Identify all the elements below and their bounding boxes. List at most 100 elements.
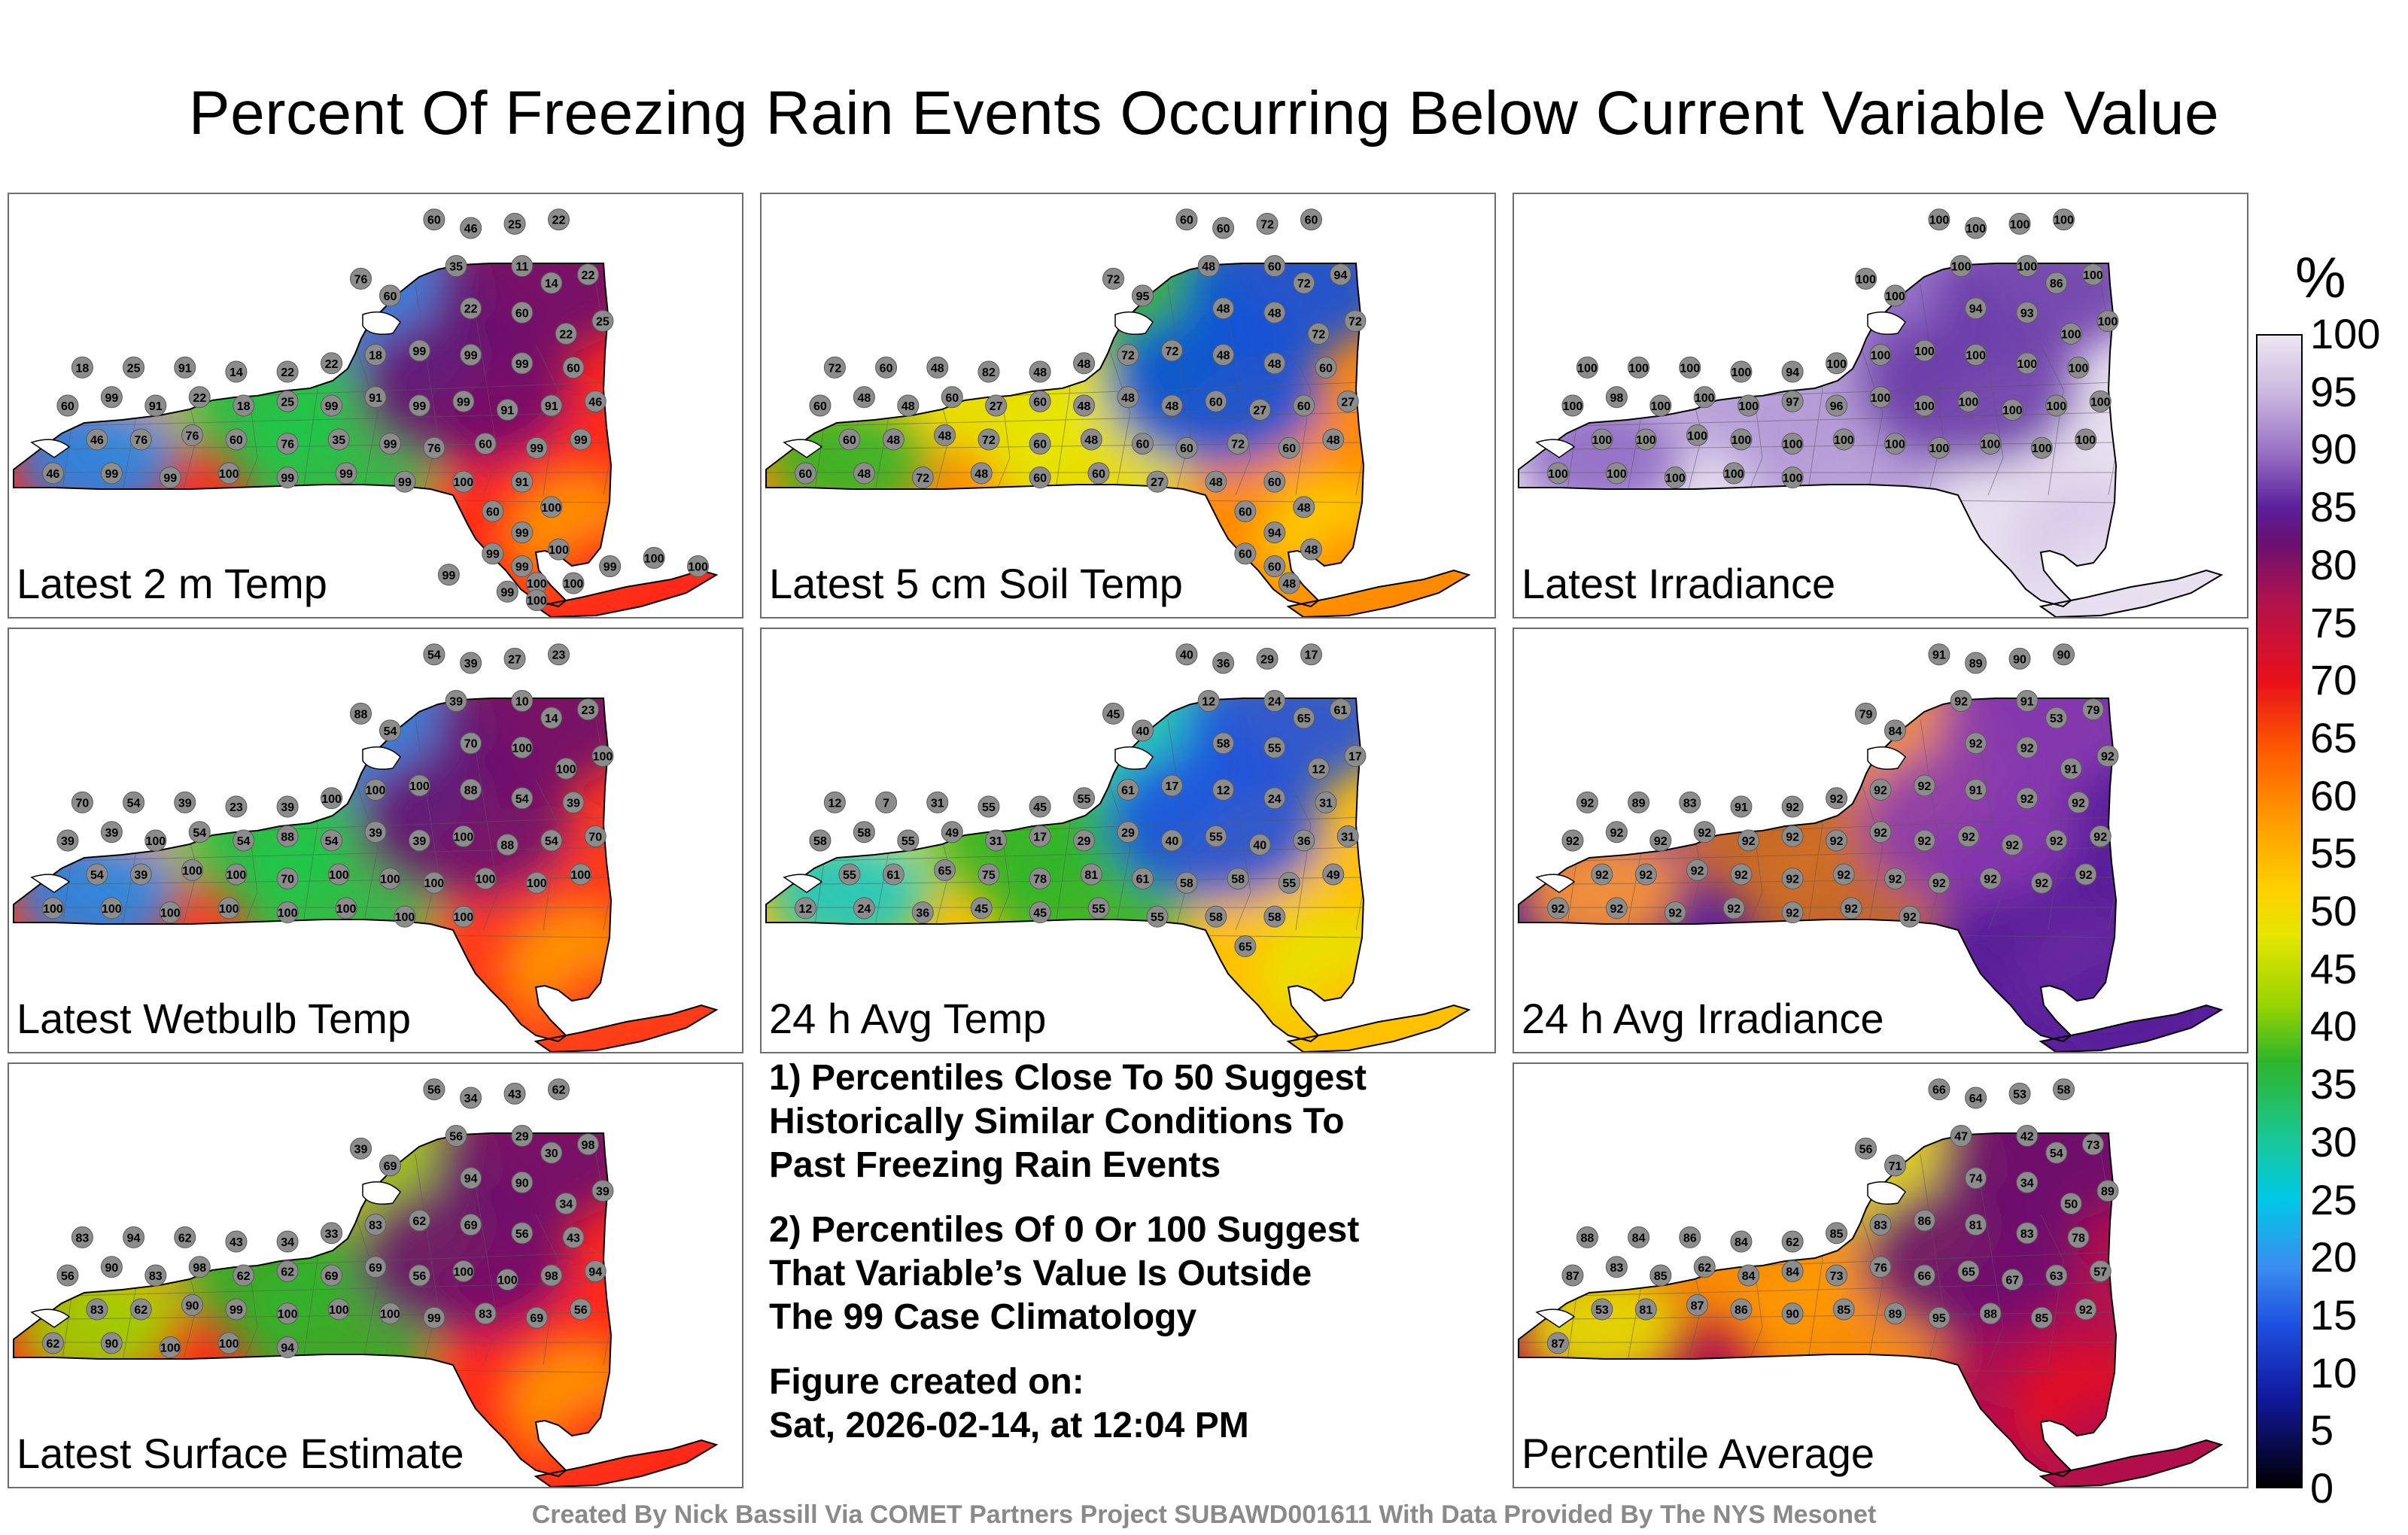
station-value: 43 — [508, 1088, 521, 1101]
station-value: 42 — [2020, 1131, 2034, 1144]
station-value: 95 — [1136, 290, 1150, 303]
station-marker: 94 — [1329, 263, 1351, 286]
station-marker: 100 — [225, 863, 248, 886]
station-marker: 62 — [276, 1260, 299, 1282]
station-value: 83 — [149, 1270, 163, 1283]
station-value: 100 — [395, 911, 415, 924]
panel-label: 24 h Avg Irradiance — [1522, 995, 1884, 1042]
station-marker: 84 — [1628, 1226, 1650, 1248]
colorbar-tick-label: 55 — [2310, 829, 2358, 877]
station-value: 18 — [237, 400, 251, 413]
station-value: 60 — [843, 434, 856, 447]
station-marker: 48 — [1073, 352, 1096, 375]
station-marker: 60 — [809, 394, 832, 417]
station-marker: 12 — [1307, 757, 1330, 780]
station-marker: 95 — [1131, 284, 1154, 307]
station-marker: 57 — [2089, 1260, 2112, 1282]
station-marker: 85 — [1826, 1222, 1848, 1245]
station-value: 85 — [2035, 1312, 2048, 1325]
station-value: 100 — [1914, 400, 1935, 413]
station-marker: 98 — [188, 1256, 211, 1278]
station-value: 12 — [829, 797, 842, 810]
station-value: 100 — [454, 1266, 474, 1278]
station-marker: 91 — [364, 386, 387, 409]
station-marker: 99 — [437, 564, 460, 586]
station-value: 39 — [464, 658, 478, 670]
station-value: 22 — [582, 269, 595, 282]
station-value: 34 — [281, 1236, 294, 1249]
station-value: 58 — [813, 835, 827, 848]
station-marker: 90 — [100, 1256, 123, 1278]
station-value: 60 — [880, 362, 893, 375]
station-marker: 23 — [576, 698, 599, 721]
station-marker: 100 — [452, 470, 475, 493]
station-marker: 100 — [1928, 436, 1950, 459]
colorbar-tick-label: 25 — [2310, 1175, 2358, 1223]
station-marker: 99 — [159, 467, 181, 489]
station-marker: 73 — [2081, 1133, 2104, 1156]
station-marker: 55 — [1263, 736, 1286, 758]
station-marker: 45 — [970, 897, 993, 919]
station-value: 69 — [369, 1262, 382, 1275]
created-date: Sat, 2026-02-14, at 12:04 PM — [769, 1406, 1249, 1445]
station-value: 92 — [1566, 835, 1579, 848]
station-marker: 60 — [1087, 462, 1110, 485]
station-marker: 65 — [1293, 707, 1315, 729]
station-marker: 43 — [225, 1230, 248, 1253]
panel-latest-irradiance: 100 100 100 100 100 100 100 100 86 100 94 93 100 100 1… — [1513, 193, 2248, 619]
station-value: 60 — [1297, 400, 1311, 413]
station-marker: 60 — [1263, 255, 1286, 278]
station-value: 54 — [90, 869, 104, 882]
station-marker: 100 — [687, 555, 710, 578]
station-value: 92 — [2079, 1304, 2093, 1317]
station-marker: 92 — [2016, 736, 2039, 758]
station-marker: 60 — [482, 500, 504, 522]
station-marker: 39 — [100, 821, 123, 843]
station-value: 39 — [369, 827, 382, 840]
station-marker: 99 — [379, 433, 401, 455]
station-marker: 69 — [525, 1306, 548, 1329]
station-marker: 100 — [452, 1260, 475, 1282]
station-value: 76 — [1874, 1262, 1887, 1275]
station-value: 94 — [127, 1232, 141, 1245]
station-marker: 60 — [1175, 208, 1198, 231]
colorbar-tick-label: 0 — [2310, 1464, 2334, 1512]
station-value: 60 — [427, 214, 441, 227]
station-value: 29 — [1078, 835, 1091, 848]
station-marker: 99 — [276, 467, 299, 489]
station-value: 48 — [901, 400, 915, 413]
station-value: 89 — [2101, 1186, 2115, 1199]
station-value: 92 — [1969, 738, 1983, 751]
station-value: 73 — [2087, 1139, 2100, 1152]
station-value: 100 — [1834, 434, 1854, 447]
station-marker: 76 — [276, 433, 299, 455]
station-marker: 14 — [225, 360, 248, 383]
station-marker: 48 — [926, 356, 949, 378]
station-value: 54 — [427, 649, 441, 662]
station-marker: 29 — [1073, 829, 1096, 852]
colorbar-tick-label: 50 — [2310, 887, 2358, 935]
station-value: 48 — [931, 362, 944, 375]
station-marker: 92 — [1561, 829, 1584, 852]
station-marker: 92 — [1913, 829, 1935, 852]
station-marker: 48 — [1205, 470, 1227, 493]
station-value: 45 — [1107, 708, 1120, 721]
station-marker: 24 — [1263, 690, 1286, 713]
station-value: 90 — [515, 1177, 529, 1190]
station-marker: 83 — [144, 1264, 167, 1287]
station-value: 88 — [1984, 1309, 1997, 1321]
station-value: 53 — [2050, 713, 2063, 725]
station-marker: 58 — [853, 821, 875, 843]
station-value: 12 — [799, 903, 813, 916]
station-value: 30 — [545, 1147, 558, 1160]
station-marker: 100 — [2081, 263, 2104, 286]
station-value: 60 — [1268, 561, 1282, 574]
station-value: 46 — [90, 434, 104, 447]
station-value: 92 — [1786, 801, 1799, 814]
station-marker: 100 — [1781, 467, 1804, 489]
station-value: 99 — [230, 1304, 243, 1317]
station-value: 39 — [449, 696, 463, 709]
station-value: 48 — [886, 434, 900, 447]
station-marker: 87 — [1561, 1264, 1584, 1287]
station-marker: 86 — [2045, 272, 2068, 294]
